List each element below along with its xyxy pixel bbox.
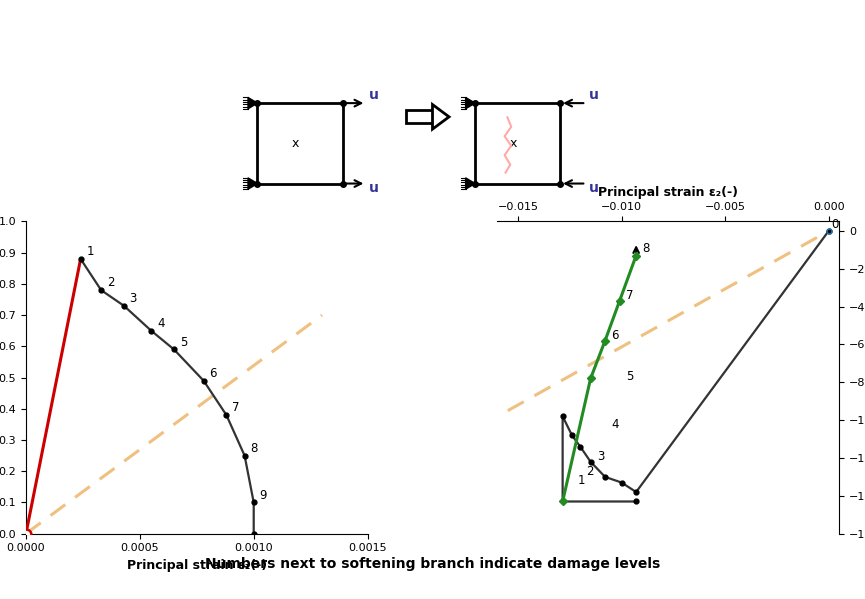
Text: 3: 3 bbox=[130, 292, 137, 305]
Text: 7: 7 bbox=[232, 401, 240, 415]
X-axis label: Principal strain ε₁(-): Principal strain ε₁(-) bbox=[126, 559, 266, 572]
Polygon shape bbox=[432, 105, 449, 129]
Text: 8: 8 bbox=[643, 242, 650, 255]
Polygon shape bbox=[465, 178, 475, 189]
Text: u: u bbox=[368, 88, 379, 102]
Text: 7: 7 bbox=[625, 289, 633, 302]
Polygon shape bbox=[248, 178, 258, 189]
X-axis label: Principal strain ε₂(-): Principal strain ε₂(-) bbox=[599, 186, 738, 199]
Text: 6: 6 bbox=[209, 367, 217, 380]
Text: 4: 4 bbox=[612, 418, 618, 431]
Text: x: x bbox=[509, 137, 517, 150]
Text: Numbers next to softening branch indicate damage levels: Numbers next to softening branch indicat… bbox=[205, 558, 660, 571]
Text: 2: 2 bbox=[106, 276, 114, 289]
Polygon shape bbox=[248, 98, 258, 109]
Text: u: u bbox=[588, 181, 599, 195]
Text: u: u bbox=[588, 88, 599, 102]
Bar bbox=[258, 103, 343, 183]
Text: 0: 0 bbox=[831, 218, 838, 231]
Bar bbox=[475, 103, 561, 183]
Text: u: u bbox=[368, 181, 379, 195]
Text: 2: 2 bbox=[586, 465, 594, 478]
Text: 1: 1 bbox=[578, 474, 586, 488]
Text: 5: 5 bbox=[625, 370, 633, 383]
Bar bbox=[407, 110, 432, 123]
Text: x: x bbox=[292, 137, 299, 150]
Text: 5: 5 bbox=[180, 335, 187, 349]
Text: 3: 3 bbox=[597, 450, 604, 463]
Text: 1: 1 bbox=[86, 245, 93, 258]
Text: 9: 9 bbox=[260, 489, 267, 502]
Text: 6: 6 bbox=[612, 329, 618, 342]
Polygon shape bbox=[465, 98, 475, 109]
Text: 8: 8 bbox=[250, 442, 258, 455]
Text: 4: 4 bbox=[157, 317, 164, 330]
